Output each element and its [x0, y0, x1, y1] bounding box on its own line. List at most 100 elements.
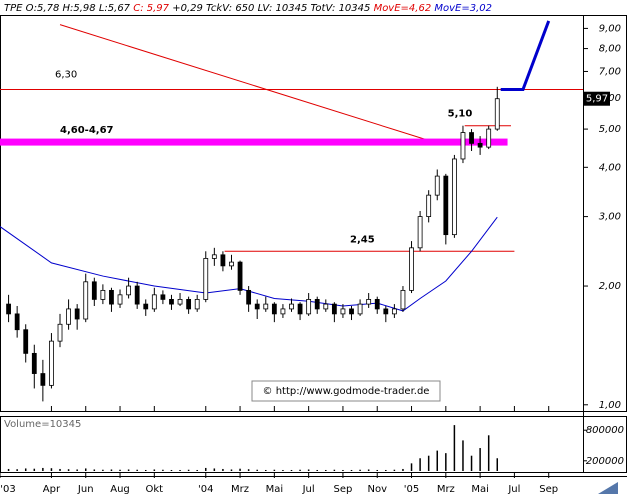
- x-tick-label: Jun: [77, 484, 94, 495]
- candle-body: [246, 289, 252, 305]
- header-item: MovE=4,62: [374, 3, 432, 14]
- candle-body: [211, 254, 217, 259]
- y-tick-label: 9,00: [599, 23, 621, 34]
- x-tick-label: Sep: [539, 484, 558, 495]
- candle-body: [366, 299, 372, 305]
- candle-body: [40, 373, 46, 386]
- candle-body: [177, 299, 183, 305]
- x-tick-label: Jul: [507, 484, 520, 495]
- x-tick-label: Mai: [266, 484, 284, 495]
- candle-body: [143, 303, 149, 310]
- candle-body: [494, 98, 500, 130]
- y-tick-label: 8,00: [599, 44, 621, 55]
- y-tick-label: 1,00: [599, 400, 621, 411]
- header-item: C: 5,97: [133, 3, 169, 14]
- volume-title: Volume=10345: [4, 419, 81, 430]
- last-price-label: 5,97: [586, 94, 608, 105]
- candle-body: [31, 352, 37, 374]
- candle-body: [229, 261, 234, 267]
- y-tick-label: 3,00: [599, 212, 621, 223]
- zone-label: 4,60-4,67: [60, 125, 114, 136]
- x-tick-label: '03: [0, 484, 15, 495]
- candle-body: [434, 175, 440, 196]
- candle-body: [194, 299, 200, 310]
- y-tick-label: 2,00: [599, 281, 621, 292]
- projection: [500, 20, 551, 92]
- candle-body: [220, 254, 226, 267]
- candle-body: [160, 294, 166, 300]
- candle-body: [289, 303, 294, 310]
- x-tick-label: '04: [198, 484, 213, 495]
- candle-body: [417, 216, 423, 249]
- candle-body: [100, 289, 106, 300]
- x-tick-label: Mrz: [231, 484, 249, 495]
- candle-body: [477, 142, 483, 148]
- x-tick-label: Mrz: [437, 484, 455, 495]
- candle-body: [314, 299, 320, 310]
- candle-body: [451, 158, 457, 236]
- candle-body: [271, 303, 277, 315]
- zone-band: [0, 138, 508, 146]
- y-tick-label: 4,00: [599, 162, 621, 173]
- candle-body: [6, 303, 11, 315]
- candle-body: [49, 340, 54, 386]
- level-label: 2,45: [350, 234, 375, 245]
- candle-body: [151, 294, 157, 310]
- header-item: TPE O:5,78 H:5,98 L:5,67: [4, 3, 133, 14]
- candle-body: [237, 261, 243, 291]
- x-tick-label: Aug: [110, 484, 130, 495]
- candle-body: [263, 303, 269, 310]
- volume-tick-label: 800000: [586, 425, 624, 436]
- candle-body: [391, 308, 397, 315]
- candle-body: [331, 303, 337, 315]
- candle-body: [203, 258, 209, 300]
- candle-body: [357, 303, 363, 315]
- candle-body: [23, 329, 29, 354]
- candle-body: [83, 281, 89, 320]
- candle-body: [443, 175, 449, 236]
- x-tick-label: Mai: [471, 484, 489, 495]
- level-label: 6,30: [55, 70, 77, 81]
- header-item: MovE=3,02: [431, 3, 492, 14]
- candle-body: [400, 289, 406, 310]
- candle-body: [134, 285, 140, 305]
- scroll-icon[interactable]: [598, 482, 618, 494]
- candle-body: [374, 299, 380, 310]
- candle-body: [426, 194, 432, 217]
- watermark: © http://www.godmode-trader.de: [263, 386, 430, 397]
- candle-body: [340, 308, 346, 315]
- candle-body: [486, 128, 492, 148]
- candle-body: [74, 308, 80, 320]
- candle-body: [117, 294, 123, 305]
- x-tick-label: Jul: [302, 484, 315, 495]
- candle-body: [66, 308, 71, 325]
- candle-body: [280, 308, 286, 315]
- candle-body: [460, 132, 466, 160]
- header-item: +0,29 TckV: 650 LV: 10345 TotV: 10345: [169, 3, 374, 14]
- x-tick-label: Okt: [146, 484, 164, 495]
- candle-body: [126, 285, 132, 296]
- candle-body: [57, 323, 63, 342]
- watermark-box: [251, 380, 441, 402]
- candle-body: [383, 308, 389, 315]
- candle-body: [323, 303, 329, 310]
- last-price-box: [584, 91, 610, 106]
- header: TPE O:5,78 H:5,98 L:5,67 C: 5,97 +0,29 T…: [4, 3, 492, 14]
- candle-body: [349, 308, 354, 315]
- y-tick-label: 7,00: [599, 66, 621, 77]
- candle-body: [469, 132, 474, 144]
- volume-tick-label: 200000: [586, 456, 624, 467]
- y-tick-label: 5,00: [599, 124, 621, 135]
- candle-body: [91, 281, 97, 300]
- x-tick-label: '05: [404, 484, 419, 495]
- x-tick-label: Sep: [334, 484, 353, 495]
- level-label: 5,10: [448, 109, 473, 120]
- x-tick-label: Nov: [367, 484, 387, 495]
- candle-body: [306, 299, 312, 315]
- candle-body: [254, 303, 260, 310]
- x-tick-label: Apr: [43, 484, 61, 495]
- trendline: [59, 24, 433, 142]
- candle-body: [297, 303, 303, 315]
